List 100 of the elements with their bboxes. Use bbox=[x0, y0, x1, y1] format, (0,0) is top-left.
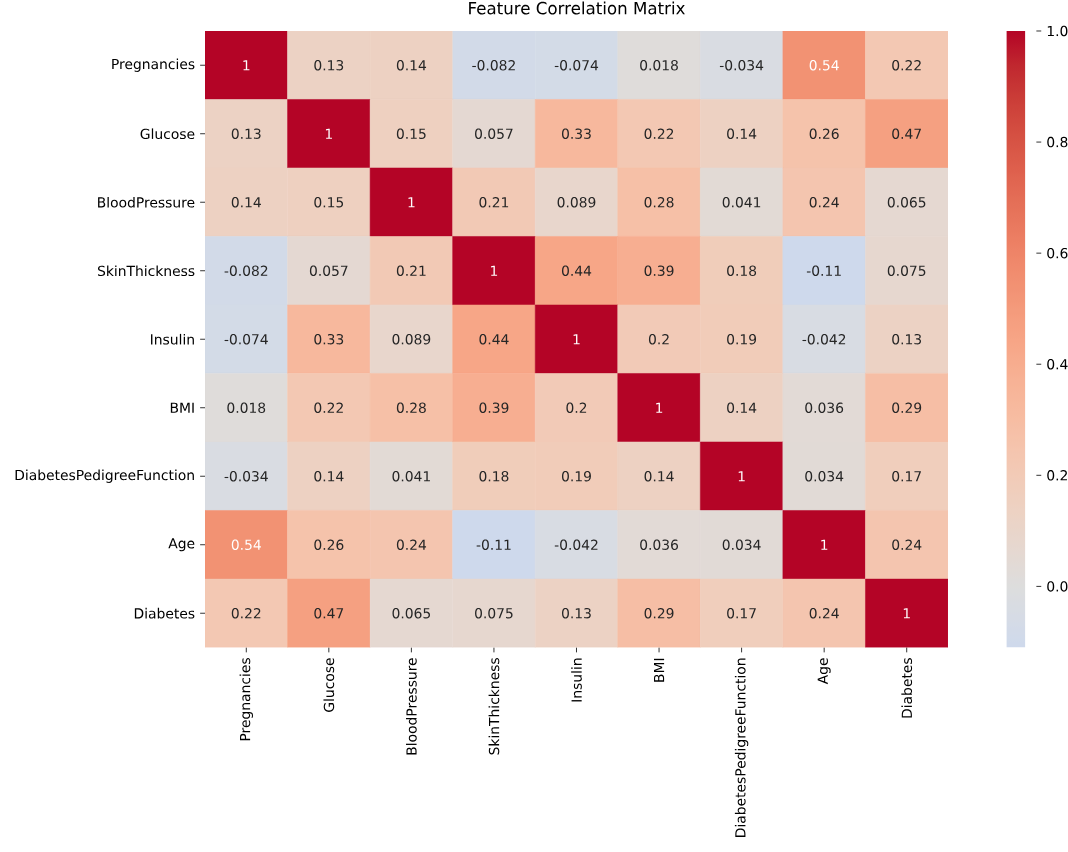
x-tick-label: Diabetes bbox=[901, 658, 913, 718]
data-label: 0.14 bbox=[727, 128, 757, 139]
data-label: 1 bbox=[243, 60, 250, 71]
x-tick-label: Age bbox=[817, 658, 831, 685]
data-label: 0.2 bbox=[648, 334, 669, 345]
data-label: 0.036 bbox=[640, 539, 679, 550]
data-label: -0.042 bbox=[802, 334, 846, 345]
data-label: 0.21 bbox=[396, 265, 426, 276]
y-tick-label: DiabetesPedigreeFunction bbox=[15, 469, 194, 483]
color-bar-label: 0.2 bbox=[1047, 470, 1067, 481]
data-label: 0.13 bbox=[561, 608, 591, 619]
data-label: 0.15 bbox=[314, 197, 344, 208]
data-label: -0.11 bbox=[806, 265, 841, 276]
data-label: 0.13 bbox=[892, 334, 922, 345]
data-label: 0.39 bbox=[479, 402, 509, 413]
data-label: 0.018 bbox=[227, 402, 266, 413]
data-label: 1 bbox=[408, 197, 415, 208]
data-label: 0.15 bbox=[396, 128, 426, 139]
data-label: 0.034 bbox=[805, 471, 844, 482]
color-bar-label: 0.0 bbox=[1047, 581, 1068, 592]
data-label: 0.018 bbox=[640, 60, 678, 71]
data-label: -0.042 bbox=[554, 539, 598, 550]
x-tick-label: Pregnancies bbox=[239, 658, 253, 741]
data-label: 0.13 bbox=[314, 60, 344, 71]
data-label: 0.24 bbox=[892, 539, 922, 550]
data-label: 0.036 bbox=[805, 402, 844, 413]
data-label: 0.089 bbox=[392, 334, 431, 345]
data-label: 0.29 bbox=[644, 608, 674, 619]
data-label: 0.54 bbox=[809, 60, 839, 71]
data-label: 0.44 bbox=[479, 334, 509, 345]
data-label: 0.17 bbox=[892, 471, 921, 482]
data-label: 0.057 bbox=[475, 128, 513, 139]
data-label: 0.33 bbox=[314, 334, 344, 345]
data-label: 0.14 bbox=[231, 197, 261, 208]
data-label: 0.54 bbox=[231, 539, 261, 550]
data-label: -0.082 bbox=[224, 265, 268, 276]
data-label: 1 bbox=[656, 402, 663, 413]
data-label: 1 bbox=[821, 539, 828, 550]
data-label: -0.074 bbox=[224, 334, 268, 345]
x-tick-label: Glucose bbox=[323, 658, 335, 712]
color-bar-label: 0.8 bbox=[1047, 136, 1068, 148]
data-label: 0.26 bbox=[314, 539, 344, 550]
data-label: 0.2 bbox=[566, 402, 587, 413]
data-label: 0.22 bbox=[231, 608, 261, 619]
y-tick-label: Age bbox=[168, 538, 195, 552]
data-label: 0.29 bbox=[892, 402, 922, 413]
color-bar-label: 1.0 bbox=[1047, 25, 1068, 37]
data-label: -0.11 bbox=[476, 539, 511, 550]
y-tick-label: Diabetes bbox=[134, 607, 195, 619]
data-label: 0.28 bbox=[644, 197, 674, 208]
data-label: 0.24 bbox=[809, 608, 839, 619]
x-tick-label: Insulin bbox=[571, 658, 582, 702]
data-label: 0.19 bbox=[561, 471, 591, 482]
data-label: 0.22 bbox=[892, 60, 921, 71]
data-label: 0.041 bbox=[722, 197, 761, 208]
data-label: 0.14 bbox=[314, 471, 344, 482]
data-label: 0.47 bbox=[892, 128, 921, 139]
data-label: 1 bbox=[903, 608, 910, 619]
data-label: 0.075 bbox=[475, 608, 513, 619]
data-label: 0.39 bbox=[644, 265, 674, 276]
data-label: 0.19 bbox=[727, 334, 757, 345]
data-label: 0.041 bbox=[392, 471, 430, 482]
x-tick-label: BMI bbox=[654, 658, 665, 682]
data-label: 0.33 bbox=[561, 128, 591, 139]
data-label: 0.24 bbox=[396, 539, 427, 550]
data-label: 0.26 bbox=[809, 128, 839, 139]
data-label: 0.065 bbox=[887, 197, 926, 208]
color-bar-label: 0.4 bbox=[1047, 358, 1068, 370]
data-label: 0.28 bbox=[396, 402, 426, 413]
y-tick-label: Insulin bbox=[151, 333, 194, 345]
data-label: 0.14 bbox=[396, 60, 427, 71]
color-bar-label: 0.6 bbox=[1047, 247, 1068, 259]
data-label: 0.47 bbox=[314, 608, 344, 619]
data-label: 0.14 bbox=[727, 402, 757, 413]
data-label: 0.22 bbox=[314, 402, 343, 413]
data-label: 0.034 bbox=[722, 539, 761, 550]
data-label: 0.18 bbox=[727, 265, 757, 276]
data-label: 1 bbox=[325, 128, 332, 139]
data-label: 0.13 bbox=[231, 128, 261, 139]
y-tick-label: BloodPressure bbox=[98, 196, 195, 208]
data-label: 0.14 bbox=[644, 471, 674, 482]
data-label: 0.057 bbox=[309, 265, 348, 276]
data-label: 0.22 bbox=[644, 128, 674, 139]
chart-title: Feature Correlation Matrix bbox=[469, 1, 685, 15]
data-label: 1 bbox=[491, 265, 498, 276]
data-label: 0.089 bbox=[557, 197, 596, 208]
data-label: 0.21 bbox=[479, 197, 509, 208]
data-label: 1 bbox=[738, 471, 745, 482]
x-tick-label: DiabetesPedigreeFunction bbox=[734, 658, 749, 837]
y-tick-label: BMI bbox=[170, 402, 194, 413]
data-label: 1 bbox=[573, 334, 580, 345]
data-label: 0.24 bbox=[809, 197, 839, 208]
data-label: -0.034 bbox=[224, 471, 268, 482]
y-tick-label: Glucose bbox=[140, 128, 195, 140]
data-label: 0.065 bbox=[392, 608, 431, 619]
data-label: -0.074 bbox=[554, 60, 599, 71]
y-tick-label: Pregnancies bbox=[112, 58, 195, 72]
y-tick-label: SkinThickness bbox=[97, 265, 195, 277]
data-label: 0.075 bbox=[887, 265, 926, 276]
data-label: 0.44 bbox=[561, 265, 592, 276]
